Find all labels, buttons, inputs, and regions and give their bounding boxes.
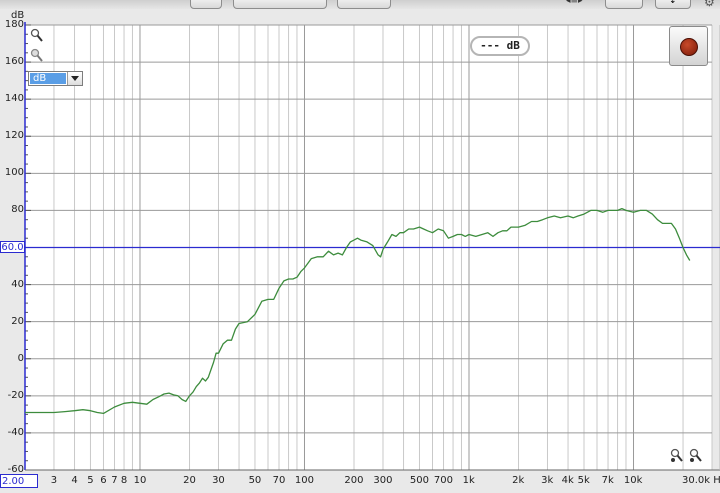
- x-tick-label: 7k: [601, 475, 614, 486]
- y-tick-label: 20: [11, 315, 24, 327]
- toolbar-button[interactable]: [190, 0, 222, 9]
- x-tick-label: 20: [183, 475, 196, 486]
- x-tick-label: 3k: [541, 475, 554, 486]
- zoom-in-icon[interactable]: [30, 28, 44, 44]
- toolbar-dropdown[interactable]: [233, 0, 327, 9]
- x-tick-label: 2k: [512, 475, 525, 486]
- x-min-field[interactable]: 2.00: [0, 474, 38, 488]
- x-zoom-out-icon[interactable]: [689, 448, 703, 464]
- spectrum-curve: [25, 207, 691, 415]
- reference-level-label[interactable]: 60.0: [0, 241, 25, 253]
- download-button[interactable]: ⇣: [655, 0, 691, 9]
- y-tick-label: 180: [4, 19, 24, 30]
- x-tick-label: 4: [71, 475, 78, 486]
- y-axis-title: dB: [11, 10, 25, 21]
- zoom-out-icon[interactable]: [30, 48, 44, 64]
- x-tick-label: 10k: [623, 475, 643, 486]
- x-tick-label: 300: [373, 475, 393, 486]
- x-tick-label: 30: [212, 475, 225, 486]
- y-tick-label: 160: [4, 56, 24, 68]
- x-tick-label: 500: [409, 475, 429, 486]
- x-tick-label: 3: [50, 475, 58, 486]
- x-tick-label: 6: [100, 475, 107, 486]
- y-tick-label: 120: [4, 130, 24, 142]
- toolbar-segment[interactable]: [605, 0, 643, 9]
- chevron-down-icon[interactable]: [67, 72, 82, 85]
- x-zoom-in-icon[interactable]: [670, 448, 684, 464]
- y-tick-label: -60: [7, 464, 24, 475]
- toolbar-strip: ◂≡▸ ⇣ ⚙: [0, 0, 720, 9]
- y-tick-label: 0: [17, 352, 24, 364]
- toolbar-button[interactable]: [337, 0, 391, 9]
- x-tick-label: 30.0k Hz: [682, 476, 720, 486]
- y-tick-label: 80: [11, 204, 24, 216]
- y-tick-label: 40: [11, 278, 24, 290]
- unit-select[interactable]: dB: [28, 71, 83, 86]
- cursor-readout: --- dB: [470, 36, 530, 56]
- x-tick-label: 7: [111, 475, 118, 486]
- down-arrow-icon: ⇣: [669, 0, 677, 6]
- record-icon: [680, 38, 698, 56]
- y-tick-label: 100: [4, 167, 24, 179]
- x-tick-label: 100: [294, 475, 314, 486]
- x-tick-label: 5: [87, 475, 94, 486]
- unit-select-value: dB: [30, 73, 66, 84]
- record-button[interactable]: [669, 26, 708, 66]
- x-tick-label: 10: [133, 475, 147, 486]
- x-tick-label: 70: [272, 475, 286, 486]
- x-tick-label: 700: [433, 475, 453, 486]
- x-tick-label: 4k: [561, 475, 574, 486]
- y-tick-label: -20: [7, 389, 24, 401]
- x-tick-label: 1k: [462, 475, 475, 486]
- y-tick-label: 140: [4, 93, 24, 105]
- x-tick-label: 5k: [577, 475, 590, 486]
- x-tick-label: 50: [248, 475, 262, 486]
- arrows-icon[interactable]: ◂≡▸: [566, 0, 583, 6]
- y-tick-label: -40: [7, 426, 24, 438]
- gear-icon[interactable]: ⚙: [704, 0, 715, 9]
- x-tick-label: 200: [344, 475, 364, 486]
- x-tick-label: 8: [120, 475, 128, 486]
